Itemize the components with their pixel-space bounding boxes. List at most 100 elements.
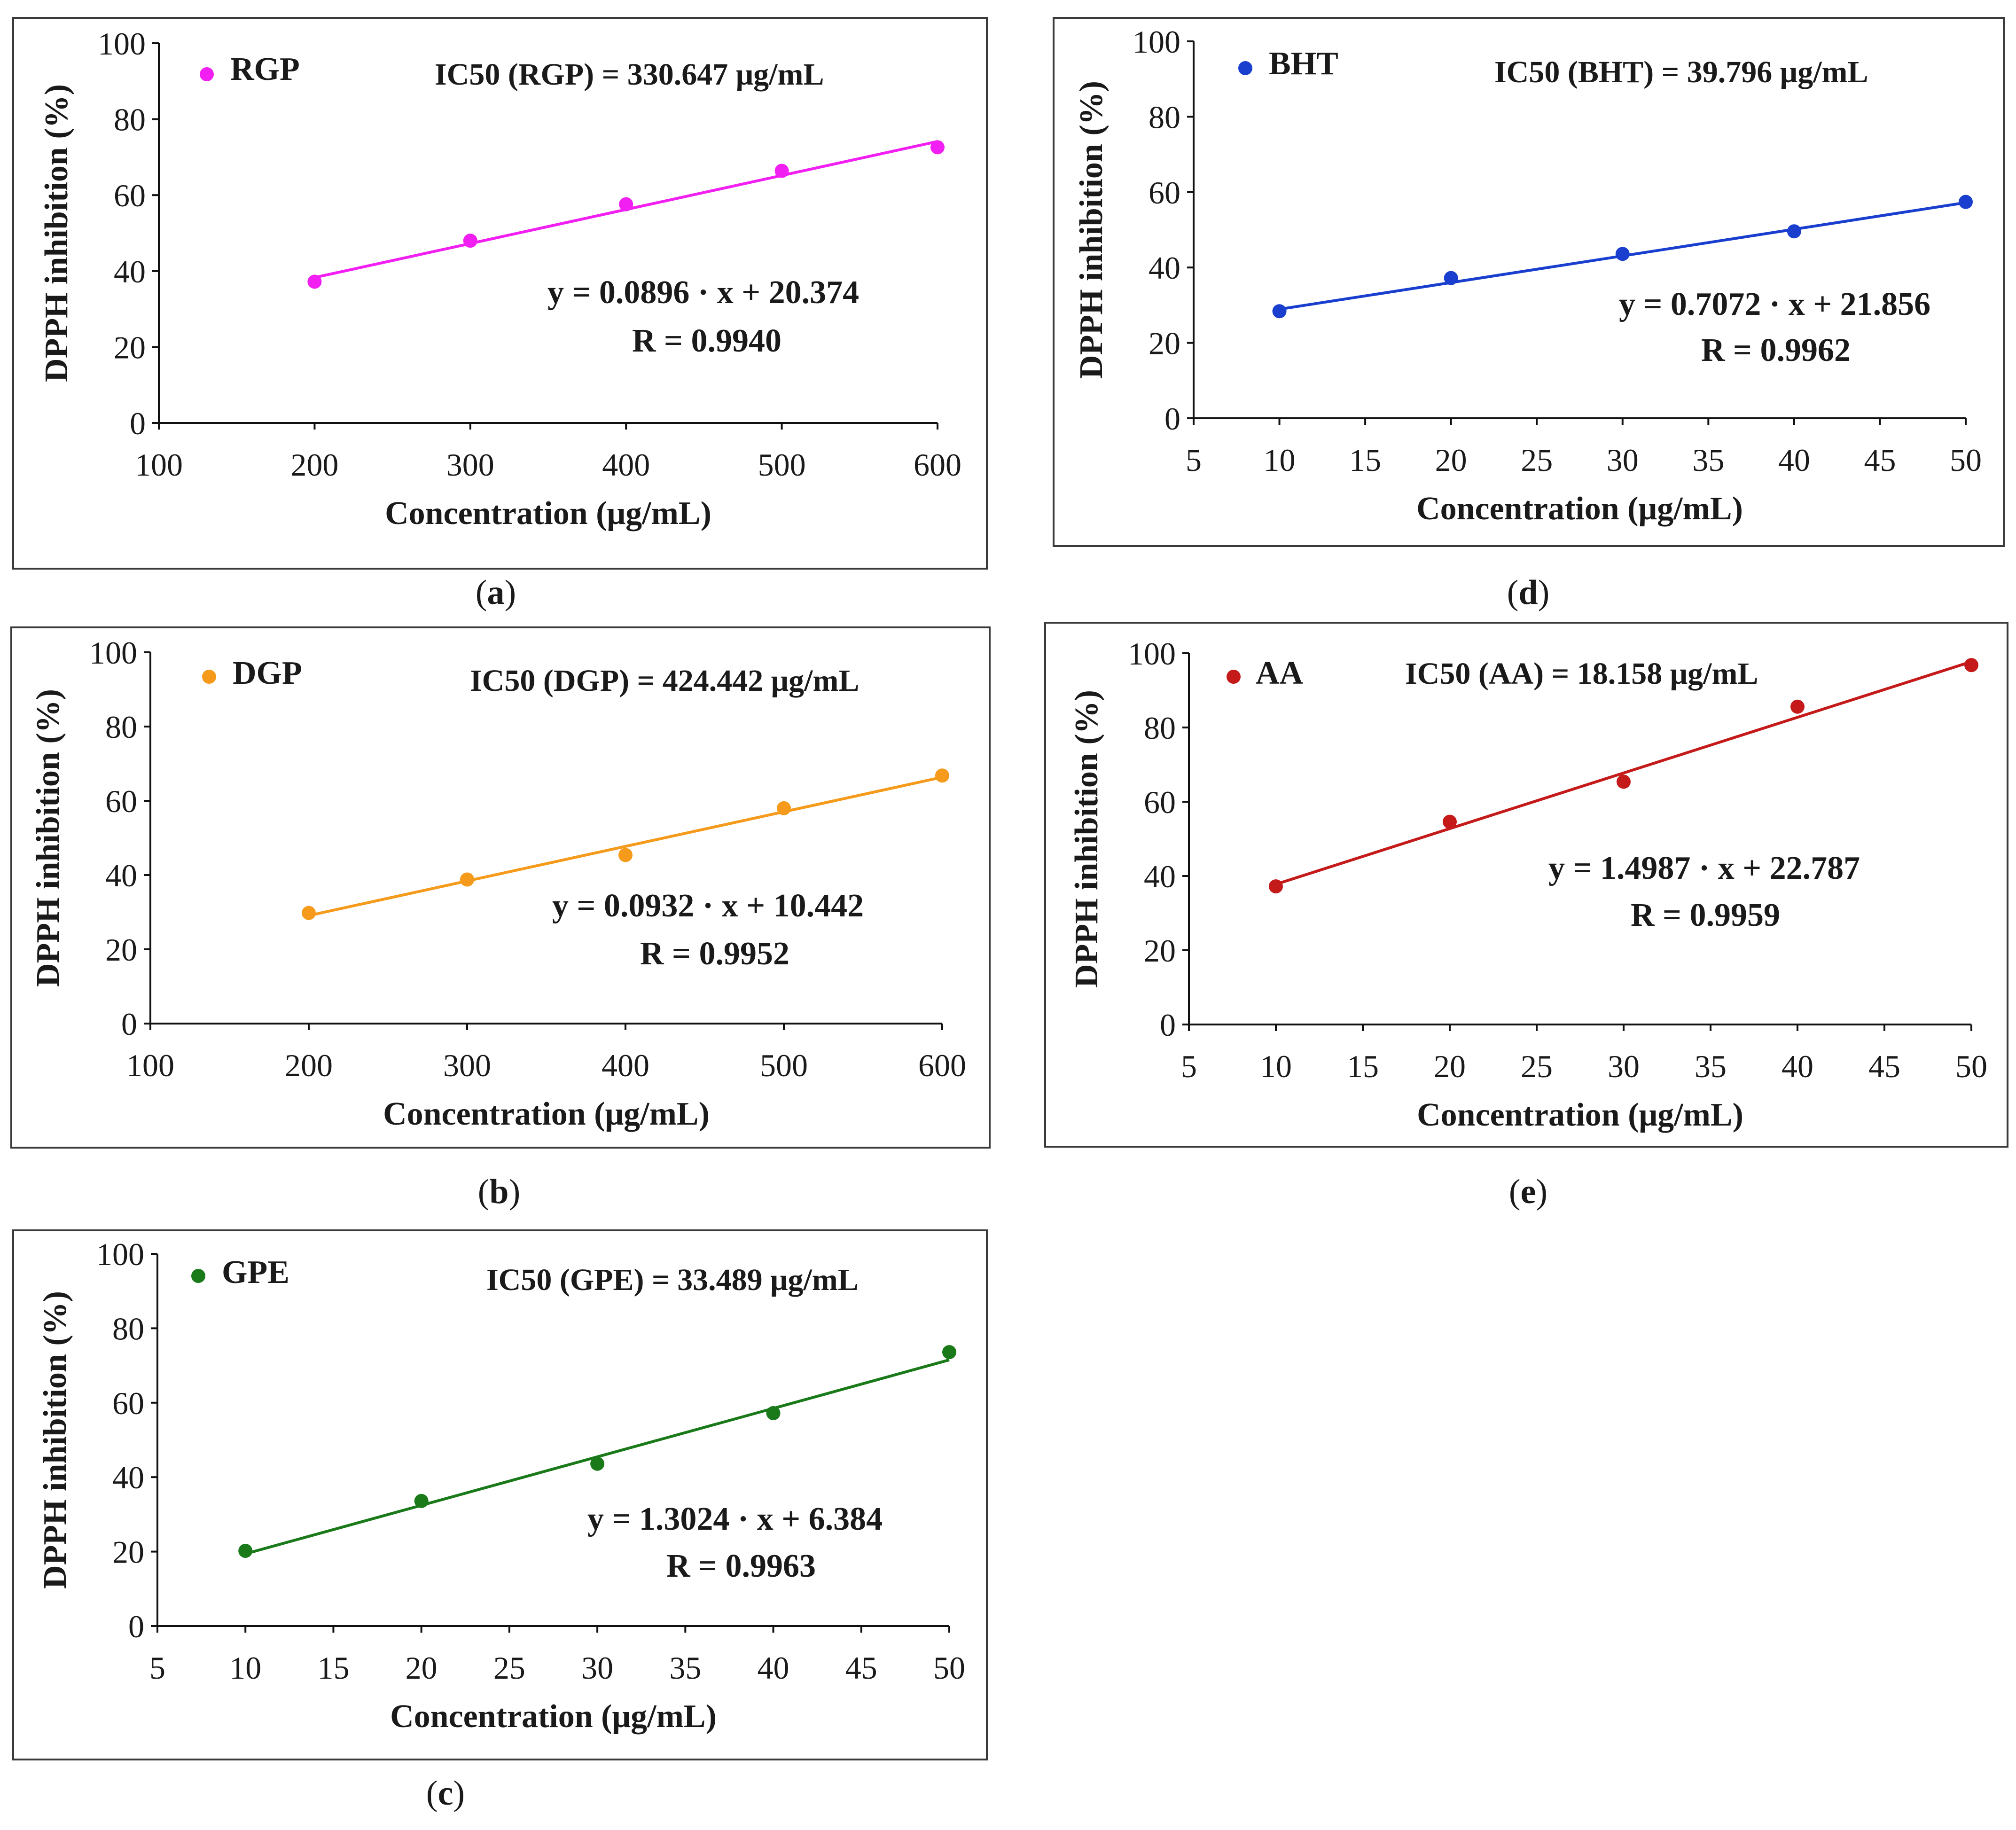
x-tick-label: 100 xyxy=(126,1048,174,1083)
caption-open-paren: ( xyxy=(426,1774,438,1813)
regression-equation: y = 0.7072 · x + 21.856 xyxy=(1619,286,1930,322)
caption-open-paren: ( xyxy=(1509,1173,1521,1211)
y-tick-label: 80 xyxy=(105,709,137,745)
x-tick-label: 15 xyxy=(1349,442,1381,478)
correlation-coefficient: R = 0.9940 xyxy=(632,323,781,359)
y-tick-label: 20 xyxy=(1144,933,1176,969)
ic50-annotation: IC50 (DGP) = 424.442 μg/mL xyxy=(470,664,859,698)
data-point xyxy=(1443,814,1457,829)
panel-frame xyxy=(10,626,991,1149)
panel-caption: (d) xyxy=(1507,573,1549,612)
data-point xyxy=(1959,195,1973,209)
data-point xyxy=(774,164,789,178)
caption-close-paren: ) xyxy=(1536,1173,1547,1211)
data-point xyxy=(1790,699,1805,714)
caption-letter: a xyxy=(487,573,505,612)
y-tick-label: 60 xyxy=(1144,784,1176,820)
legend-label: RGP xyxy=(230,51,300,87)
x-tick-label: 10 xyxy=(229,1650,261,1686)
y-tick-label: 40 xyxy=(105,858,137,893)
caption-close-paren: ) xyxy=(1538,573,1550,612)
chart-panel-a: 0 20 40 60 80 100 100 200 300 400 500 600 DPPH inhib… xyxy=(12,17,988,612)
x-tick-label: 5 xyxy=(1181,1048,1197,1084)
panel-frame xyxy=(12,17,988,570)
y-tick-label: 80 xyxy=(1149,99,1180,135)
x-axis-title: Concentration (μg/mL) xyxy=(1417,1097,1743,1133)
x-tick-label: 200 xyxy=(285,1048,333,1083)
panel-frame xyxy=(12,1229,988,1760)
x-tick-label: 40 xyxy=(1782,1048,1813,1084)
x-tick-label: 500 xyxy=(758,447,806,483)
y-tick-label: 60 xyxy=(114,178,146,213)
x-axis-title: Concentration (μg/mL) xyxy=(385,495,711,532)
y-tick-label: 100 xyxy=(89,635,137,671)
x-axis-title: Concentration (μg/mL) xyxy=(390,1698,717,1735)
legend-label: DGP xyxy=(233,655,302,691)
x-tick-label: 50 xyxy=(1955,1048,1987,1084)
x-tick-label: 400 xyxy=(602,1048,649,1083)
y-tick-label: 20 xyxy=(105,932,137,968)
panel-frame xyxy=(1044,622,2008,1148)
y-tick-label: 100 xyxy=(96,1236,144,1272)
correlation-coefficient: R = 0.9952 xyxy=(640,936,789,972)
panel-caption: (a) xyxy=(476,573,516,612)
chart-panel-e: 0 20 40 60 80 100 5 10 15 20 25 30 35 40 45 50 DPPH inhi… xyxy=(1044,622,2008,1211)
caption-letter: d xyxy=(1518,573,1538,612)
x-tick-label: 20 xyxy=(1434,1048,1466,1084)
y-tick-label: 100 xyxy=(98,26,146,62)
x-tick-label: 45 xyxy=(1864,442,1896,478)
y-tick-label: 80 xyxy=(1144,710,1176,746)
x-tick-label: 45 xyxy=(845,1650,877,1686)
data-point xyxy=(777,801,791,815)
x-tick-label: 300 xyxy=(446,447,494,483)
x-tick-label: 200 xyxy=(290,447,338,483)
trend-line xyxy=(1275,660,1972,886)
x-tick-label: 20 xyxy=(1435,442,1467,478)
y-tick-label: 40 xyxy=(112,1460,144,1495)
x-tick-label: 5 xyxy=(1186,442,1202,478)
x-tick-label: 600 xyxy=(918,1048,966,1083)
y-tick-label: 80 xyxy=(112,1311,144,1346)
x-tick-label: 25 xyxy=(1521,442,1553,478)
y-axis-title: DPPH inhibition (%) xyxy=(39,84,75,382)
panel-caption: (e) xyxy=(1509,1173,1547,1211)
x-tick-label: 35 xyxy=(1692,442,1724,478)
y-tick-label: 100 xyxy=(1128,636,1176,672)
data-point xyxy=(930,140,945,155)
data-point xyxy=(619,197,633,211)
panel-frame xyxy=(1053,17,2005,547)
y-tick-label: 40 xyxy=(1144,859,1176,894)
x-tick-label: 100 xyxy=(135,447,183,483)
chart-panel-b: 0 20 40 60 80 100 100 200 300 400 500 600 DPPH inhib… xyxy=(10,626,991,1211)
x-tick-label: 40 xyxy=(758,1650,789,1686)
x-axis-title: Concentration (μg/mL) xyxy=(383,1096,710,1132)
x-tick-label: 15 xyxy=(1347,1048,1379,1084)
y-tick-label: 100 xyxy=(1133,24,1180,60)
data-point xyxy=(460,872,474,887)
x-tick-label: 600 xyxy=(914,447,961,483)
x-tick-label: 5 xyxy=(149,1650,165,1686)
x-tick-label: 25 xyxy=(1521,1048,1553,1084)
y-tick-label: 0 xyxy=(128,1609,144,1644)
legend-marker xyxy=(1238,61,1252,75)
correlation-coefficient: R = 0.9963 xyxy=(666,1548,816,1584)
data-point xyxy=(590,1456,605,1471)
x-tick-label: 50 xyxy=(1950,442,1982,478)
legend-marker xyxy=(200,67,214,81)
caption-letter: b xyxy=(489,1173,508,1211)
y-axis-title: DPPH inhibition (%) xyxy=(30,689,66,987)
x-tick-label: 10 xyxy=(1260,1048,1292,1084)
x-tick-label: 20 xyxy=(406,1650,438,1686)
y-tick-label: 20 xyxy=(114,329,146,365)
y-axis-title: DPPH inhibition (%) xyxy=(1073,81,1110,379)
data-point xyxy=(463,234,477,248)
regression-equation: y = 1.3024 · x + 6.384 xyxy=(587,1501,883,1537)
ic50-annotation: IC50 (BHT) = 39.796 μg/mL xyxy=(1494,55,1868,89)
legend-label: GPE xyxy=(222,1254,289,1290)
x-tick-label: 400 xyxy=(602,447,650,483)
caption-close-paren: ) xyxy=(509,1173,521,1211)
y-tick-label: 60 xyxy=(112,1385,144,1421)
correlation-coefficient: R = 0.9962 xyxy=(1701,332,1851,368)
ic50-annotation: IC50 (GPE) = 33.489 μg/mL xyxy=(486,1263,859,1297)
x-axis-title: Concentration (μg/mL) xyxy=(1416,491,1743,527)
